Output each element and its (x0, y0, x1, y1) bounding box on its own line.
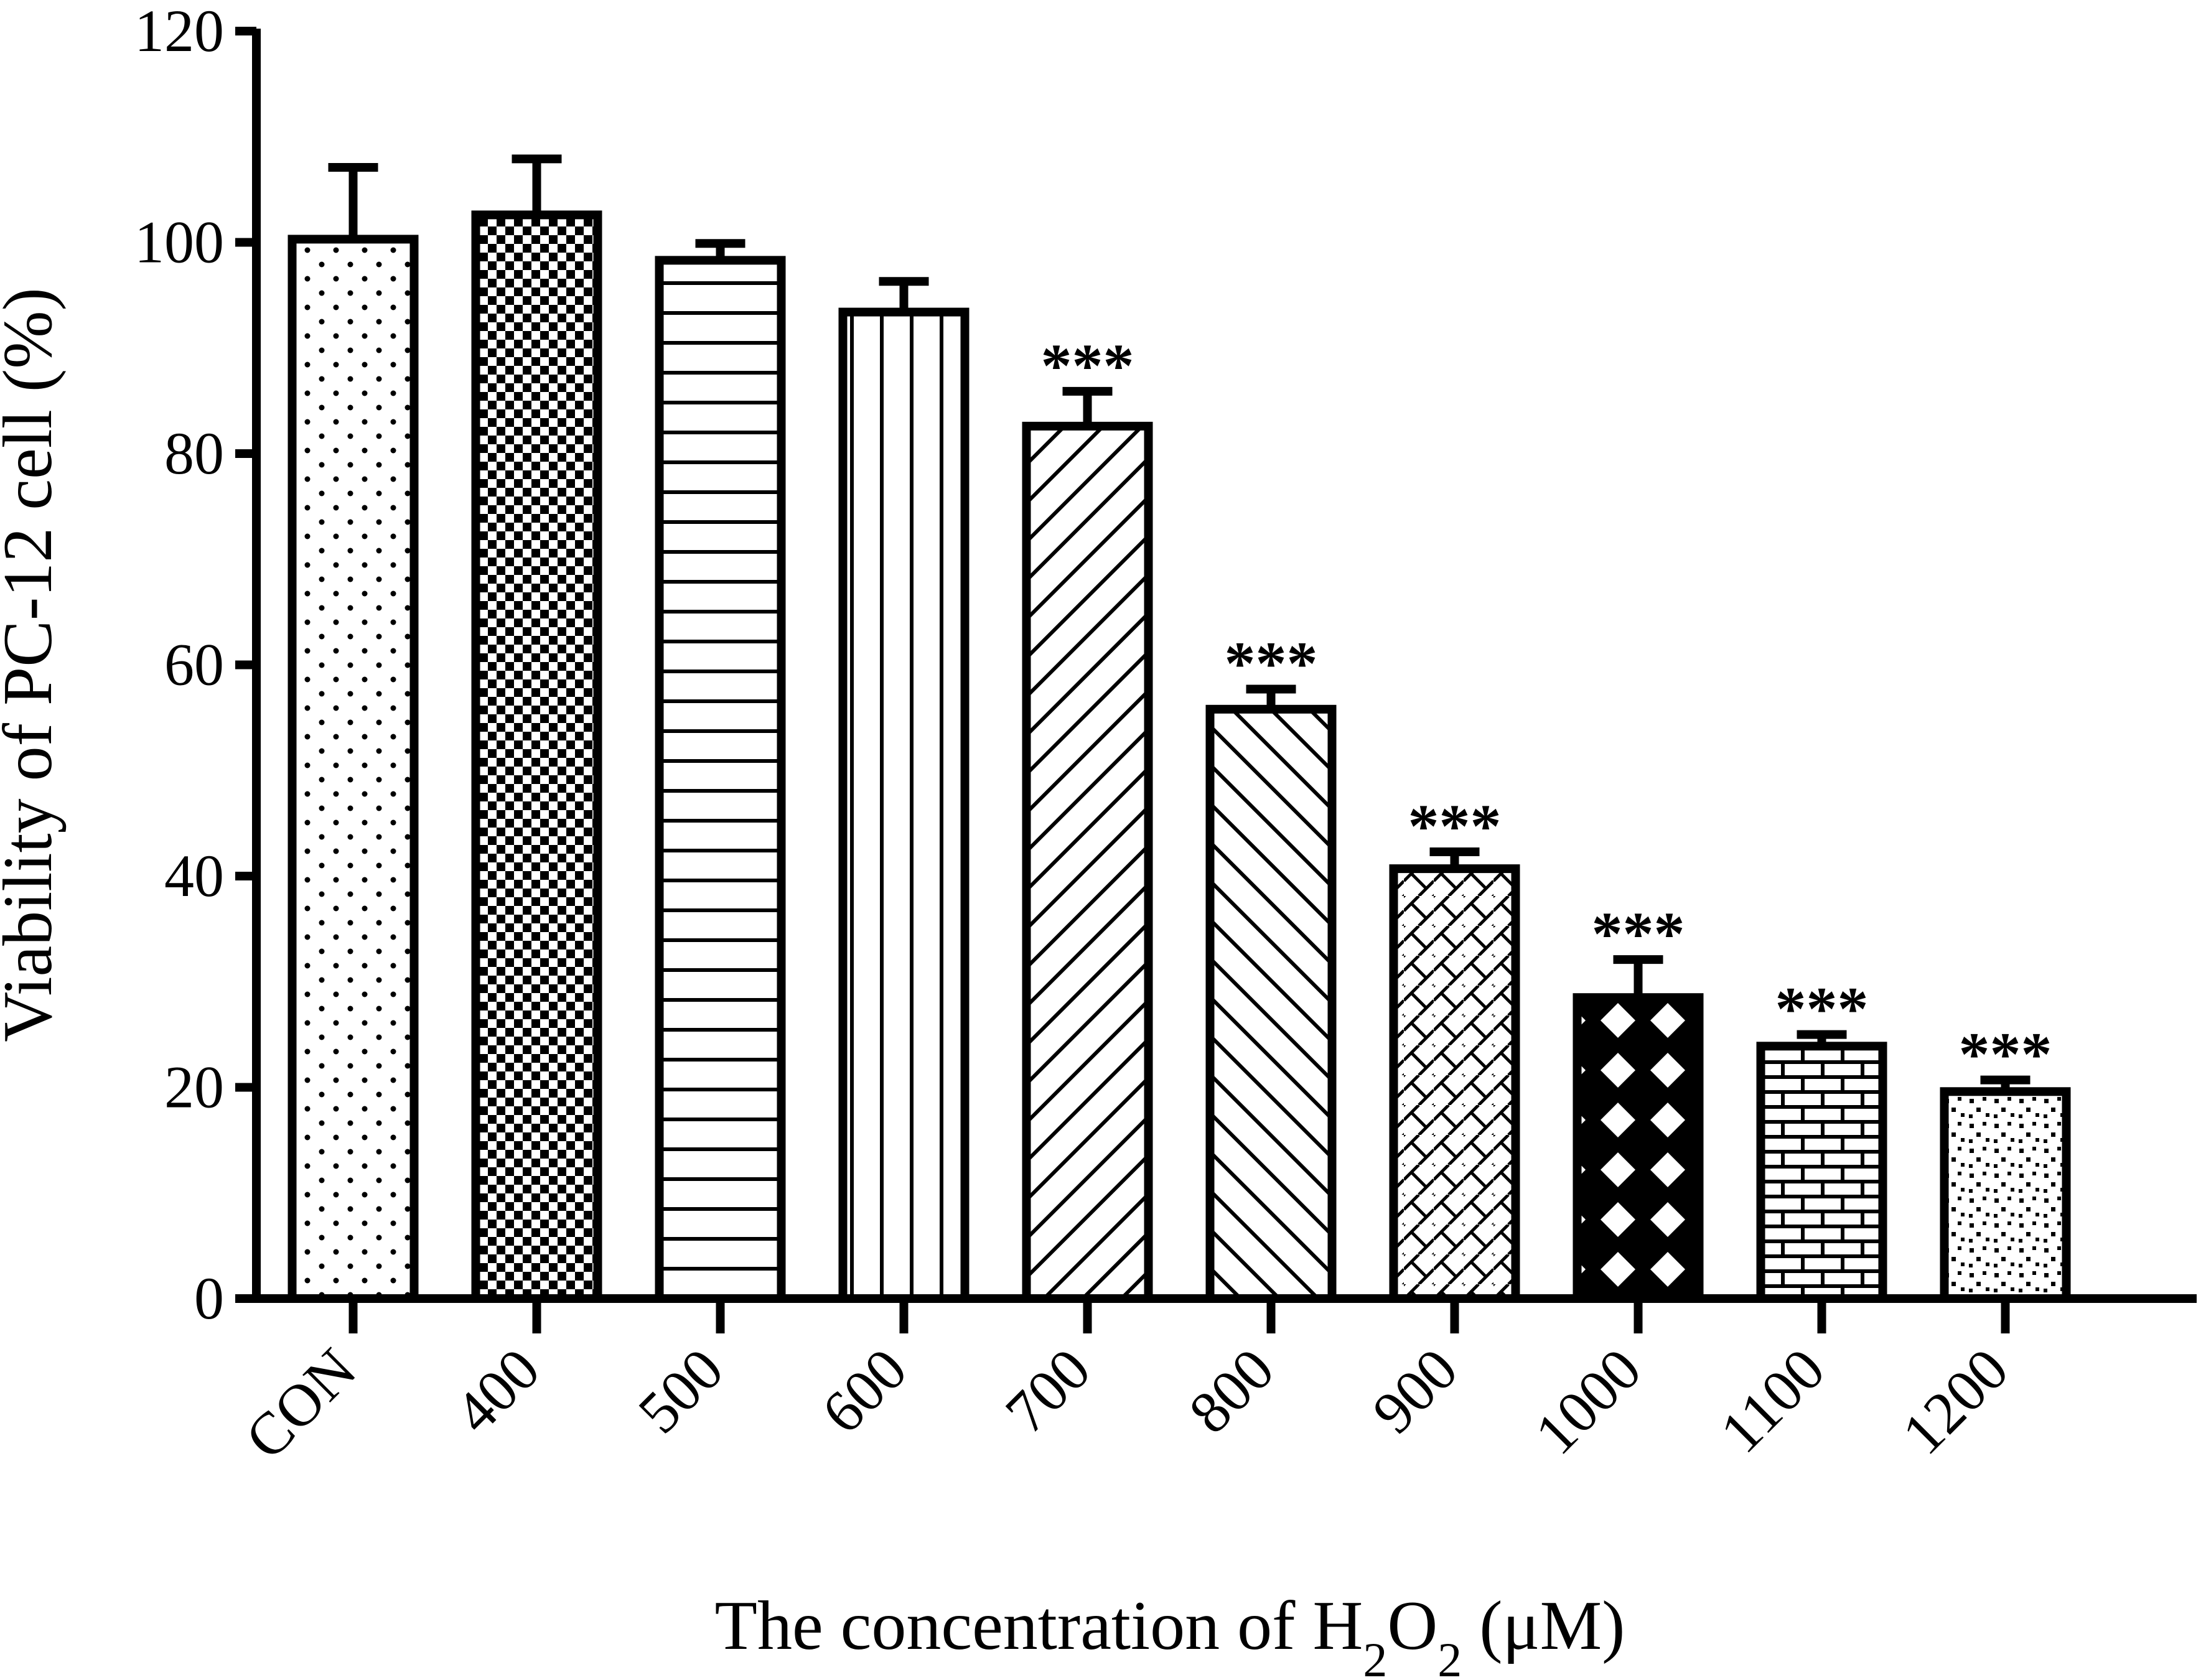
x-axis-title-part: (μM) (1462, 1587, 1625, 1664)
x-axis-title-part: The concentration of H (715, 1587, 1363, 1664)
x-tick-label: 400 (442, 1335, 552, 1445)
y-tick-label: 80 (164, 420, 224, 487)
x-tick-label: 1000 (1522, 1335, 1653, 1467)
significance-label: *** (1775, 974, 1869, 1043)
x-tick-label: CON (232, 1335, 368, 1472)
x-axis-title-part: 2 (1363, 1633, 1387, 1678)
bar (1756, 1042, 1887, 1303)
bars-layer (287, 154, 2071, 1304)
bar (1940, 1087, 2071, 1304)
significance-label: *** (1959, 1020, 2052, 1089)
y-tick-label: 0 (194, 1265, 224, 1332)
x-axis-title-part: O (1387, 1587, 1437, 1664)
bar (1573, 993, 1704, 1304)
x-tick-label: 800 (1176, 1335, 1286, 1445)
significance-label: *** (1592, 899, 1685, 968)
significance-label: *** (1408, 791, 1502, 861)
x-axis-title: The concentration of H2O2 (μM) (715, 1587, 1625, 1677)
bar (1389, 864, 1520, 1304)
y-tick-label: 100 (134, 209, 224, 276)
bar (1022, 421, 1153, 1303)
y-tick-label: 40 (164, 842, 224, 909)
significance-label: *** (1041, 331, 1134, 400)
y-tick-label: 20 (164, 1054, 224, 1121)
x-tick-label: 900 (1360, 1335, 1470, 1445)
bar (838, 307, 970, 1303)
axes-layer (235, 27, 2197, 1333)
x-tick-label: 1200 (1889, 1335, 2021, 1467)
y-tick-label: 120 (134, 0, 224, 64)
bar (287, 235, 419, 1304)
x-tick-label: 700 (993, 1335, 1103, 1445)
x-tick-label: 1100 (1707, 1335, 1837, 1465)
bar (1205, 704, 1337, 1304)
significance-label: *** (1225, 629, 1318, 698)
x-tick-label: 500 (625, 1335, 736, 1445)
x-tick-label: 600 (809, 1335, 919, 1445)
bar (471, 210, 602, 1303)
y-tick-label: 60 (164, 632, 224, 698)
bar (655, 256, 786, 1303)
y-axis-title: Viability of PC-12 cell (%) (0, 287, 67, 1042)
x-axis-title-part: 2 (1437, 1633, 1462, 1678)
